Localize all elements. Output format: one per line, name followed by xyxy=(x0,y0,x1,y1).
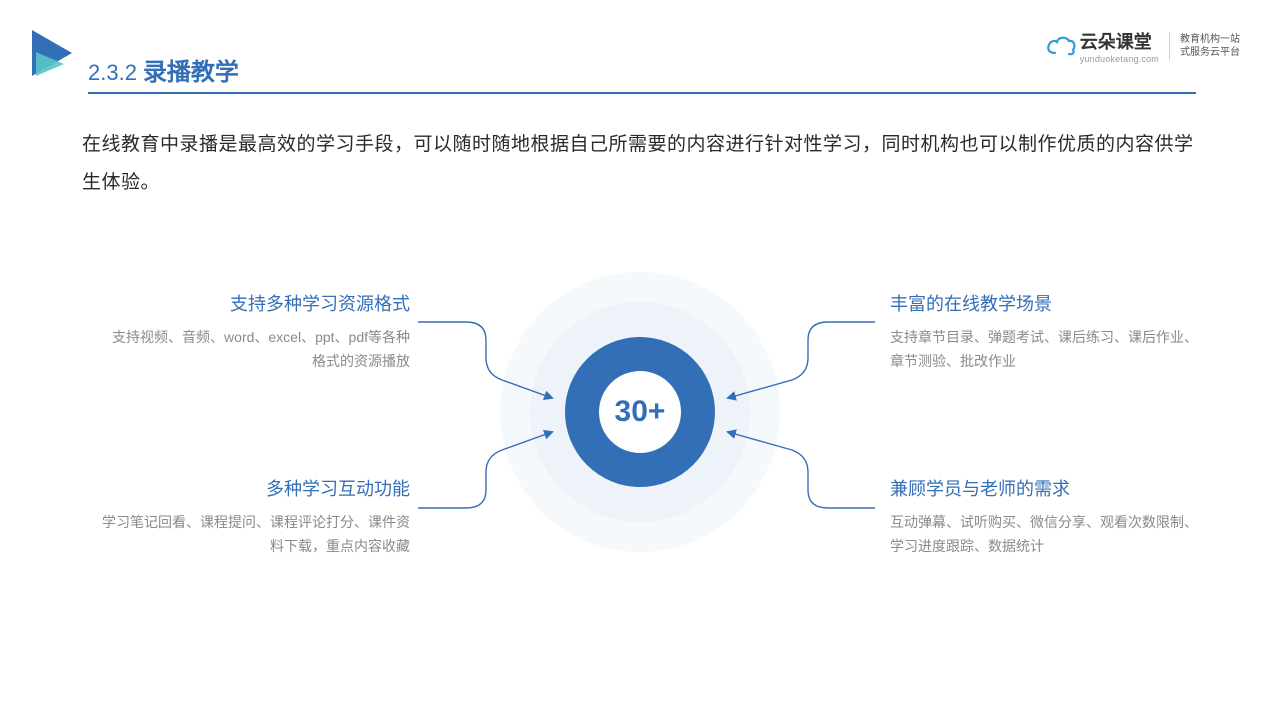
feature-title: 丰富的在线教学场景 xyxy=(890,290,1200,316)
section-label: 录播教学 xyxy=(143,52,239,87)
feature-desc: 支持章节目录、弹题考试、课后练习、课后作业、章节测验、批改作业 xyxy=(890,326,1200,374)
feature-top-left: 支持多种学习资源格式 支持视频、音频、word、excel、ppt、pdf等各种… xyxy=(100,290,410,374)
brand-name: 云朵课堂 xyxy=(1080,28,1159,54)
section-title: 2.3.2 录播教学 xyxy=(88,52,239,87)
intro-paragraph: 在线教育中录播是最高效的学习手段，可以随时随地根据自己所需要的内容进行针对性学习… xyxy=(82,126,1202,202)
brand-divider xyxy=(1169,32,1170,60)
brand-logo: 云朵课堂 yunduoketang.com xyxy=(1046,28,1159,64)
feature-desc: 互动弹幕、试听购买、微信分享、观看次数限制、学习进度跟踪、数据统计 xyxy=(890,511,1200,559)
feature-diagram: 30+ 支持多种学习资源格式 支持视频、音频、word、excel、ppt、pd… xyxy=(0,240,1280,660)
brand-block: 云朵课堂 yunduoketang.com 教育机构一站 式服务云平台 xyxy=(1046,28,1240,64)
brand-domain: yunduoketang.com xyxy=(1080,54,1159,64)
cloud-icon xyxy=(1046,35,1076,57)
brand-tagline-l1: 教育机构一站 xyxy=(1180,33,1240,47)
connector-tr xyxy=(728,322,875,398)
connector-bl xyxy=(418,432,552,508)
feature-title: 兼顾学员与老师的需求 xyxy=(890,475,1200,501)
feature-top-right: 丰富的在线教学场景 支持章节目录、弹题考试、课后练习、课后作业、章节测验、批改作… xyxy=(890,290,1200,374)
feature-desc: 学习笔记回看、课程提问、课程评论打分、课件资料下载，重点内容收藏 xyxy=(100,511,410,559)
feature-desc: 支持视频、音频、word、excel、ppt、pdf等各种格式的资源播放 xyxy=(100,326,410,374)
brand-tagline: 教育机构一站 式服务云平台 xyxy=(1180,33,1240,60)
corner-play-icon xyxy=(32,30,78,80)
title-underline xyxy=(88,92,1196,94)
brand-tagline-l2: 式服务云平台 xyxy=(1180,46,1240,60)
connector-br xyxy=(728,432,875,508)
connector-tl xyxy=(418,322,552,398)
feature-bottom-right: 兼顾学员与老师的需求 互动弹幕、试听购买、微信分享、观看次数限制、学习进度跟踪、… xyxy=(890,475,1200,559)
feature-title: 多种学习互动功能 xyxy=(100,475,410,501)
feature-title: 支持多种学习资源格式 xyxy=(100,290,410,316)
feature-bottom-left: 多种学习互动功能 学习笔记回看、课程提问、课程评论打分、课件资料下载，重点内容收… xyxy=(100,475,410,559)
section-number: 2.3.2 xyxy=(88,60,137,86)
